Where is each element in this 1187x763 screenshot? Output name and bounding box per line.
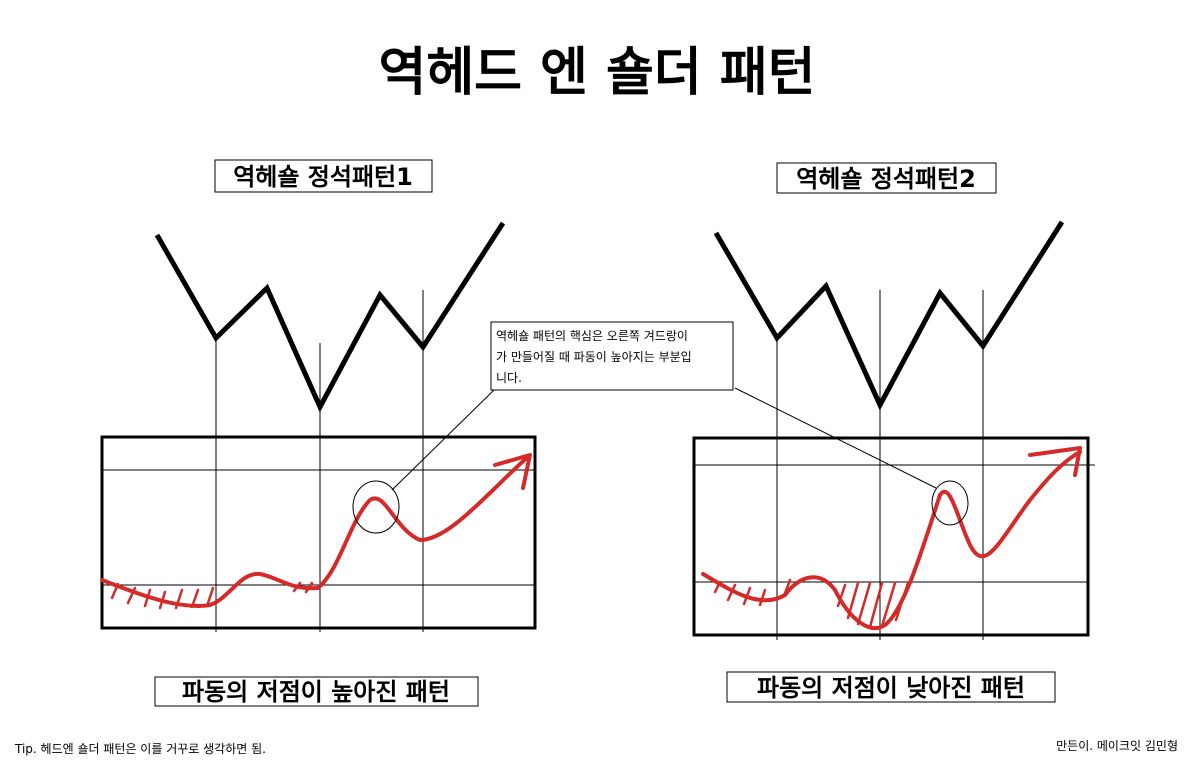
- pattern-shape: [154, 221, 506, 413]
- panel-caption: 파동의 저점이 높아진 패턴: [182, 678, 450, 706]
- price-curve: [100, 453, 532, 608]
- footer-credit: 만든이. 메이크잇 김민형: [1056, 739, 1178, 753]
- pattern-shape: [713, 220, 1065, 411]
- chart-box: [692, 436, 1090, 637]
- highlight-circle: [352, 480, 400, 534]
- caption-box: [154, 676, 479, 707]
- callout-box: [490, 321, 734, 391]
- chart-box: [100, 435, 537, 630]
- callout-pointer: [734, 387, 937, 489]
- callout-text: 니다.: [496, 371, 522, 385]
- panel-title-box: [776, 162, 997, 194]
- price-curve: [701, 446, 1082, 631]
- caption-box: [726, 671, 1056, 703]
- page-title: 역헤드 엔 숄더 패턴: [378, 43, 815, 103]
- hatching: [713, 578, 910, 629]
- footer-tip: Tip. 헤드엔 숄더 패턴은 이를 거꾸로 생각하면 됨.: [14, 742, 266, 756]
- panel-title: 역헤숄 정석패턴2: [796, 165, 976, 193]
- highlight-circle: [931, 480, 969, 526]
- hatching: [110, 581, 314, 610]
- callout-pointer: [391, 389, 495, 491]
- panel-title: 역헤숄 정석패턴1: [233, 163, 413, 191]
- panel-title-box: [214, 159, 433, 193]
- callout-text: 가 만들어질 때 파동이 높아지는 부분입: [496, 350, 692, 364]
- callout-text: 역헤숄 패턴의 핵심은 오른쪽 겨드랑이: [496, 329, 688, 343]
- panel-caption: 파동의 저점이 낮아진 패턴: [757, 674, 1025, 702]
